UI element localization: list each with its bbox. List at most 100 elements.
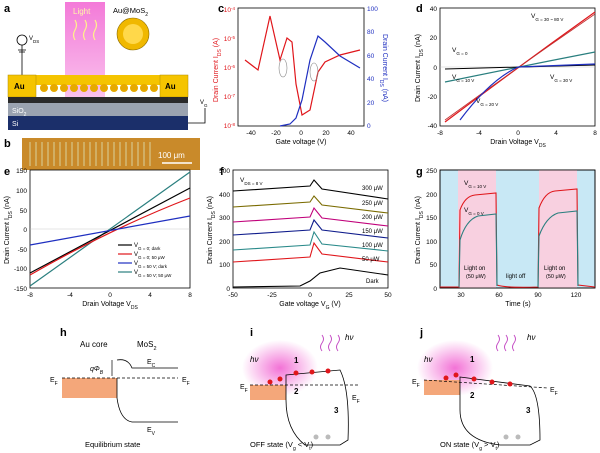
h-ec-label: EC: [147, 359, 156, 369]
g-light-on-2b: (50 μW): [546, 274, 566, 280]
h-conduction-band: [116, 359, 178, 369]
d-ytick-0: 40: [430, 6, 438, 13]
e-legend-3: VG = 50 V; 50 μW: [134, 270, 172, 278]
d-xtick-2: 0: [516, 130, 520, 137]
h-valence-band: [116, 378, 178, 423]
c-xtick-3: 20: [322, 130, 330, 137]
f-series-labels: 300 μW 250 μW 200 μW 150 μW 100 μW 50 μW…: [362, 186, 383, 285]
panel-d-letter: d: [416, 3, 423, 15]
c-circle-left: [278, 58, 288, 78]
c-ytick-r2: 40: [367, 76, 375, 83]
sio2-layer: [8, 103, 188, 116]
c-ytick-r1: 20: [367, 100, 375, 107]
d-ytick-3: -20: [428, 94, 438, 101]
f-series-300: [232, 179, 389, 200]
panel-a: a Light Au@MoS2 VDS Au Au SiO2 Si VG: [4, 2, 208, 130]
i-caption: OFF state (Vg < Vt): [250, 440, 314, 452]
light-label: Light: [73, 7, 91, 16]
h-ef-left: EF: [50, 377, 58, 387]
c-circle-right: [309, 62, 319, 82]
d-xtick-4: 8: [593, 130, 597, 137]
plot-frame-c: [237, 7, 365, 127]
d-label-3080: VG = 30 ~ 80 V: [531, 13, 563, 22]
si-label: Si: [12, 121, 19, 128]
f-ytick-5: 500: [219, 168, 230, 175]
h-core-label: Au core: [80, 340, 108, 349]
j-ef-right: EF: [550, 387, 558, 397]
g-ytick-0: 0: [433, 286, 437, 293]
g-xlabel: Time (s): [505, 301, 530, 308]
panel-c-letter: c: [218, 3, 224, 15]
i-ef-left: EF: [240, 384, 248, 394]
h-ef-right: EF: [182, 377, 190, 387]
c-xtick-1: -20: [271, 130, 281, 137]
f-series-50: [232, 241, 389, 263]
np-label: Au@MoS2: [113, 6, 148, 18]
e-ytick-3: 0: [23, 227, 27, 234]
panel-i-letter: i: [250, 327, 253, 339]
c-ytick-r3: 60: [367, 53, 375, 60]
c-ytick-l0: 10-4: [224, 6, 236, 15]
panel-h: h Au core MoS2 EC EV EF EF qΦB Equilibri…: [50, 327, 190, 449]
e-xtick-4: 8: [188, 292, 192, 299]
i-step-2: 2: [294, 387, 299, 396]
panel-e-letter: e: [4, 166, 10, 178]
f-ytick-4: 400: [219, 192, 230, 199]
vg-wire: [188, 108, 206, 124]
j-step-2: 2: [470, 391, 475, 400]
j-step-1: 1: [470, 355, 475, 364]
au-label-right: Au: [165, 82, 176, 91]
f-label-250: 250 μW: [362, 201, 383, 207]
e-xtick-0: -8: [27, 292, 33, 299]
panel-b: b 100 μm: [4, 138, 200, 170]
e-legend-0: VG = 0; dark: [134, 243, 161, 251]
e-xtick-1: -4: [67, 292, 73, 299]
au-layer: [8, 75, 188, 85]
mos2-layer: [8, 97, 188, 103]
d-ytick-4: -40: [428, 123, 438, 130]
f-xlabel: Gate voltage VG (V): [279, 301, 340, 311]
g-ytick-1: 50: [430, 262, 438, 269]
panel-d: d 40 20 0 -20 -40 -8 -4 0 4 8 Drain Volt…: [415, 3, 597, 149]
j-fermi-line: [423, 379, 549, 389]
ground-icon: [18, 49, 26, 53]
g-ytick-3: 150: [426, 215, 437, 222]
particle-row: [40, 84, 158, 92]
d-label-30: VG = 30 V: [550, 74, 572, 83]
h-caption: Equilibrium state: [85, 440, 140, 449]
f-xtick-1: -25: [267, 292, 277, 299]
vds-source-icon: [16, 34, 28, 46]
g-light-on-1b: (50 μW): [466, 274, 486, 280]
light-wave-3: [92, 19, 98, 41]
j-ef-left: EF: [412, 379, 420, 389]
f-label-50: 50 μW: [362, 257, 380, 263]
c-xlabel: Gate voltage (V): [276, 139, 327, 146]
i-glow: [242, 340, 318, 396]
d-ylabel: Drain Current IDS (nA): [415, 34, 425, 102]
c-ytick-l3: 10-7: [224, 93, 236, 102]
i-photon-waves: [320, 334, 340, 352]
g-xtick-0: 30: [457, 292, 465, 299]
c-series-lin: [279, 34, 361, 127]
j-band-outline: [459, 376, 541, 446]
i-au-fill: [250, 385, 286, 400]
i-step-3: 3: [334, 406, 339, 415]
g-xtick-2: 90: [534, 292, 542, 299]
interdigit-pattern: [29, 142, 151, 166]
panel-j-letter: j: [419, 327, 423, 339]
plot-frame-f: [232, 169, 389, 289]
c-series-log: [244, 15, 361, 116]
j-hv-right: hν: [527, 333, 535, 342]
d-series-blue: [459, 63, 596, 121]
c-ytick-l1: 10-5: [224, 35, 236, 44]
f-series-100: [232, 230, 389, 252]
e-legend-2: VG = 50 V; dark: [134, 261, 168, 269]
j-au-fill: [424, 380, 460, 395]
f-ytick-2: 200: [219, 239, 230, 246]
f-xtick-3: 25: [345, 292, 353, 299]
g-ytick-4: 200: [426, 192, 437, 199]
f-xtick-4: 50: [384, 292, 392, 299]
nanoparticle-core: [123, 24, 143, 44]
d-xtick-1: -4: [476, 130, 482, 137]
d-xtick-3: 4: [554, 130, 558, 137]
